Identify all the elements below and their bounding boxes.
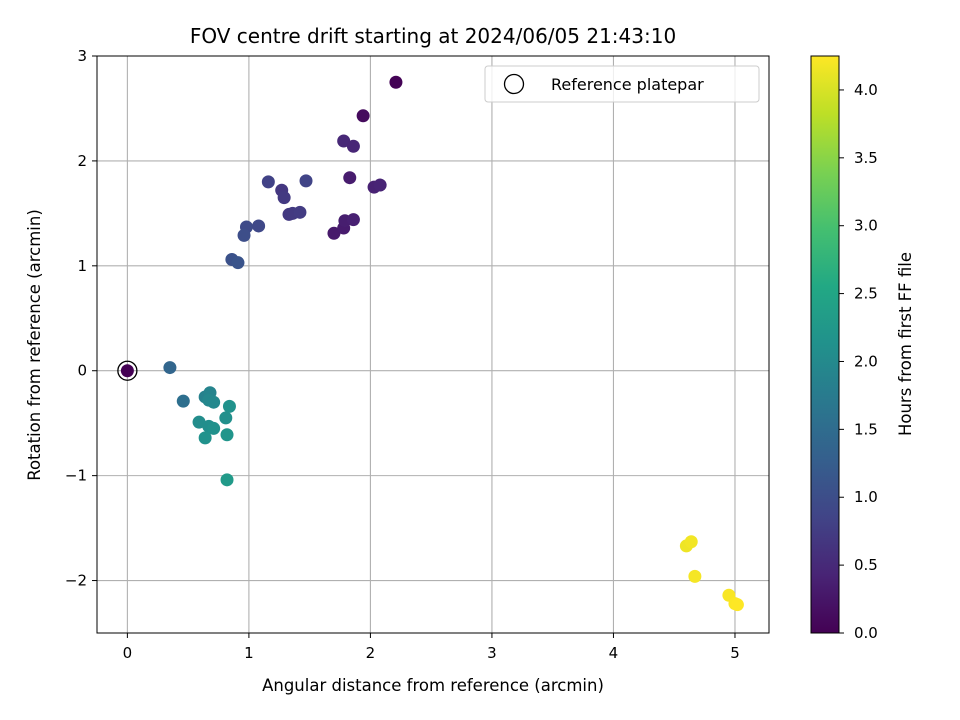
colorbar-tick-label: 2.5 <box>854 285 878 303</box>
reference-marker <box>117 360 138 381</box>
data-point <box>684 535 698 549</box>
colorbar-tick-label: 4.0 <box>854 81 878 99</box>
data-point <box>163 361 177 375</box>
x-axis-ticks: 0 1 2 3 4 5 <box>123 633 740 662</box>
y-axis-label: Rotation from reference (arcmin) <box>25 209 44 481</box>
data-point <box>237 228 251 242</box>
data-point <box>346 213 360 227</box>
x-tick-label: 1 <box>244 644 254 662</box>
data-point <box>120 364 134 378</box>
legend-box <box>484 65 760 103</box>
y-tick-label: 2 <box>77 152 87 170</box>
colorbar-tick-label: 0.5 <box>854 556 878 574</box>
data-point <box>207 421 221 435</box>
legend: Reference platepar <box>484 65 760 103</box>
data-point <box>299 174 313 188</box>
grid-lines <box>97 55 769 633</box>
data-point <box>356 109 370 123</box>
data-point <box>261 175 275 189</box>
y-axis-ticks: −2 −1 0 1 2 3 <box>65 47 97 590</box>
x-tick-label: 5 <box>730 644 740 662</box>
legend-marker-open-circle <box>503 73 525 95</box>
colorbar-tick-label: 3.5 <box>854 149 878 167</box>
plot-frame <box>96 55 770 634</box>
data-point <box>730 598 744 612</box>
data-point <box>277 191 291 205</box>
data-point <box>176 394 190 408</box>
colorbar-tick-label: 2.0 <box>854 352 878 370</box>
colorbar-ticks: 0.0 0.5 1.0 1.5 2.0 2.5 3.0 3.5 4.0 <box>839 81 878 642</box>
x-tick-label: 0 <box>123 644 133 662</box>
colorbar <box>810 55 840 634</box>
data-point <box>327 226 341 240</box>
data-point <box>192 415 206 429</box>
data-point <box>346 139 360 153</box>
colorbar-tick-label: 1.5 <box>854 420 878 438</box>
y-tick-label: 0 <box>77 362 87 380</box>
data-point <box>373 178 387 192</box>
data-point <box>337 134 351 148</box>
data-point <box>688 569 702 583</box>
colorbar-tick-label: 3.0 <box>854 217 878 235</box>
x-tick-label: 2 <box>366 644 376 662</box>
legend-label: Reference platepar <box>551 75 704 94</box>
x-axis-label: Angular distance from reference (arcmin) <box>262 676 604 695</box>
y-tick-label: −2 <box>65 572 87 590</box>
data-point <box>207 395 221 409</box>
data-point <box>389 75 403 89</box>
data-point <box>220 428 234 442</box>
data-point <box>198 431 212 445</box>
colorbar-tick-label: 0.0 <box>854 624 878 642</box>
colorbar-label: Hours from first FF file <box>896 252 915 436</box>
y-tick-label: −1 <box>65 467 87 485</box>
data-point <box>343 171 357 185</box>
colorbar-tick-label: 1.0 <box>854 488 878 506</box>
x-tick-label: 3 <box>487 644 497 662</box>
x-tick-label: 4 <box>609 644 619 662</box>
data-point <box>293 205 307 219</box>
reference-platepar-marker <box>117 360 138 381</box>
y-tick-label: 1 <box>77 257 87 275</box>
data-point <box>231 256 245 270</box>
data-point <box>219 411 233 425</box>
data-point <box>220 473 234 487</box>
data-point <box>222 399 236 413</box>
y-tick-label: 3 <box>77 47 87 65</box>
chart-title: FOV centre drift starting at 2024/06/05 … <box>190 24 676 48</box>
data-points <box>120 75 744 612</box>
data-point <box>252 219 266 233</box>
